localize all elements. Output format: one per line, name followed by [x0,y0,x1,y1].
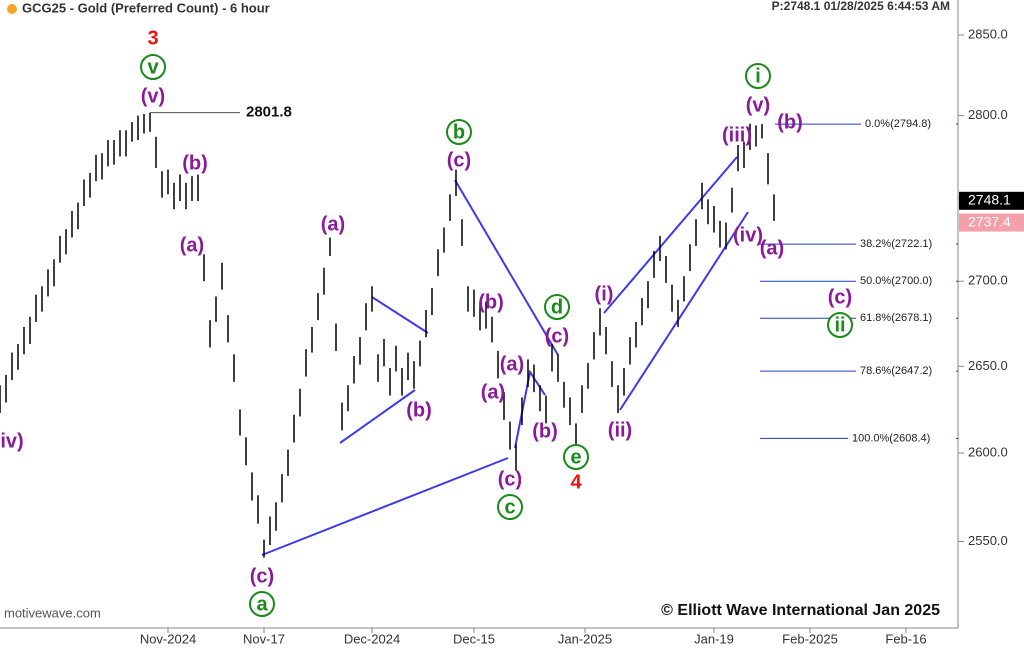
fib-label: 50.0%(2700.0) [860,275,932,287]
wave-circle [827,312,853,338]
status-dot [7,4,17,14]
x-tick-label: Dec-15 [453,631,495,646]
wave-label: (c) [250,565,274,587]
wave-label: (iv) [733,224,763,246]
channel-line [339,389,416,444]
y-tick-label: 2700.0 [968,273,1008,288]
peak-label: 2801.8 [246,104,292,121]
wave-label: iv) [0,430,23,452]
y-tick-label: 2850.0 [968,26,1008,41]
channel-line [603,156,738,314]
price-box [959,191,1024,210]
wave-circle [544,294,570,320]
x-tick-label: Jan-2025 [558,631,612,646]
wave-label: (b) [777,111,803,133]
wave-label: (i) [595,283,614,305]
wave-label: (c) [447,149,471,171]
wave-label: (b) [406,399,432,421]
y-tick-label: 2550.0 [968,533,1008,548]
price-box [959,213,1024,232]
wave-label: (a) [760,237,784,259]
x-tick-label: Feb-2025 [782,631,838,646]
x-tick-label: Nov-17 [243,631,285,646]
status: P:2748.1 01/28/2025 6:44:53 AM [772,0,950,13]
wave-label: (a) [481,381,505,403]
x-tick-label: Nov-2024 [140,631,196,646]
wave-label: (b) [182,152,208,174]
chart-title: GCG25 - Gold (Preferred Count) - 6 hour [22,0,270,15]
y-tick-label: 2600.0 [968,444,1008,459]
y-tick-label: 2650.0 [968,358,1008,373]
fib-label: 61.8%(2678.1) [860,312,932,324]
wave-label: e [570,446,581,468]
wave-label: (ii) [608,419,632,441]
fib-label: 78.6%(2647.2) [860,365,932,377]
fib-label: 38.2%(2722.1) [860,238,932,250]
wave-label: (c) [828,286,852,308]
wave-circle [140,54,166,80]
wave-label: c [504,496,515,518]
wave-label: b [453,121,465,143]
wave-circle [497,494,523,520]
y-tick-label: 2800.0 [968,107,1008,122]
wave-label: d [551,296,563,318]
wave-circle [745,63,771,89]
channel-line [261,457,509,556]
wave-label: (a) [180,234,204,256]
fib-label: 0.0%(2794.8) [865,118,931,130]
wave-label: (v) [746,94,770,116]
wave-label: ii [834,314,845,336]
x-tick-label: Jan-19 [694,631,734,646]
wave-label: (v) [141,85,165,107]
wave-label: v [147,56,159,78]
x-tick-label: Feb-16 [885,631,926,646]
wave-circle [446,119,472,145]
wave-label: (b) [532,420,558,442]
wave-label: (c) [498,468,522,490]
price-box-label: 2737.4 [968,213,1011,229]
wave-label: (c) [545,325,569,347]
wave-circle [563,444,589,470]
wave-label: 3 [147,27,158,49]
x-tick-label: Dec-2024 [344,631,400,646]
copyright: © Elliott Wave International Jan 2025 [661,602,940,619]
channel-line [371,296,429,334]
wave-label: (b) [478,291,504,313]
wave-label: (iii) [722,124,752,146]
source: motivewave.com [4,605,101,620]
wave-circle [249,591,275,617]
wave-label: (a) [321,213,345,235]
wave-label: (a) [500,353,524,375]
wave-label: 4 [570,471,582,493]
wave-label: i [755,65,761,87]
price-box-label: 2748.1 [968,192,1011,208]
fib-label: 100.0%(2608.4) [852,432,930,444]
wave-label: a [256,593,268,615]
channel-line [454,179,559,356]
